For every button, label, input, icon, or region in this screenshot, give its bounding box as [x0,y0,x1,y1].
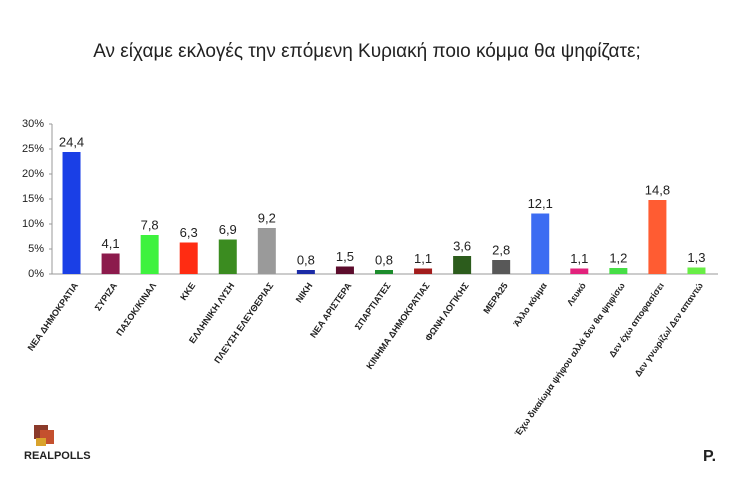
bar [570,268,589,274]
y-tick-label: 30% [22,118,44,130]
x-tick-label: Άλλο κόμμα [511,280,549,328]
y-tick-label: 25% [22,143,44,155]
bar [414,268,433,274]
bar [62,152,81,274]
bar [257,228,276,274]
x-tick-label: ΝΕΑ ΑΡΙΣΤΕΡΑ [308,280,354,339]
x-tick-label: Λευκό [565,280,588,307]
x-tick-label: ΚΚΕ [178,281,197,302]
value-label: 24,4 [59,134,84,149]
value-label: 6,3 [180,225,198,240]
bar [492,260,511,274]
chart-title: Αν είχαμε εκλογές την επόμενη Κυριακή πο… [93,41,641,62]
value-label: 1,2 [609,250,627,265]
value-label: 6,9 [219,222,237,237]
value-label: 7,8 [141,217,159,232]
x-tick-label: Δεν γνωρίζω/ Δεν απαντώ [633,280,706,378]
y-tick-label: 10% [22,218,44,230]
value-label: 12,1 [528,196,553,211]
bar [609,268,628,274]
value-label: 1,1 [570,251,588,266]
y-tick-label: 15% [22,193,44,205]
value-label: 0,8 [297,252,315,267]
x-tick-label: ΠΑΣΟΚ/ΚΙΝΑΛ [114,281,158,338]
bar [140,235,159,274]
y-tick-label: 5% [28,243,44,255]
logo-right: P. [703,448,716,465]
x-tick-label: ΝΙΚΗ [294,281,315,305]
x-tick-label: ΝΕΑ ΔΗΜΟΚΡΑΤΙΑ [26,280,81,352]
y-tick-label: 20% [22,168,44,180]
value-label: 3,6 [453,238,471,253]
x-tick-label: ΣΠΑΡΤΙΑΤΕΣ [353,280,393,331]
value-label: 14,8 [645,182,670,197]
bar [179,242,198,274]
y-tick-label: 0% [28,268,44,280]
x-tick-label: ΦΩΝΗ ΛΟΓΙΚΗΣ [423,280,471,343]
logo-block [36,438,46,446]
value-label: 1,3 [687,250,705,265]
value-label: 2,8 [492,242,510,257]
bar [101,253,120,274]
bar [375,270,393,274]
bar [453,256,472,274]
bar [335,266,354,274]
value-label: 4,1 [102,236,120,251]
logo-left: REALPOLLS [24,425,91,462]
value-label: 1,1 [414,251,432,266]
bar [687,267,706,274]
bar [218,239,237,274]
value-label: 9,2 [258,210,276,225]
bar [648,200,667,274]
value-label: 1,5 [336,249,354,264]
x-tick-label: ΣΥΡΙΖΑ [93,280,120,312]
x-tick-label: ΜΕΡΑ25 [481,281,509,316]
bar [296,270,315,274]
logo-text: REALPOLLS [24,450,91,462]
bar [531,213,550,274]
value-label: 0,8 [375,252,393,267]
